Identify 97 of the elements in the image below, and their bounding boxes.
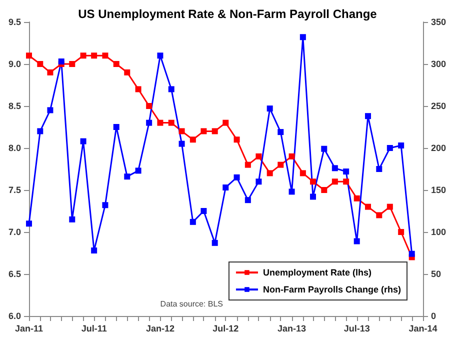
point [278, 129, 284, 136]
point [398, 142, 404, 148]
point [376, 212, 382, 218]
legend-label: Non-Farm Payrolls Change (rhs) [262, 284, 402, 294]
y2-tick-label: 250 [431, 101, 446, 111]
point [256, 153, 262, 160]
point [256, 178, 262, 185]
point [408, 250, 415, 257]
point [26, 220, 32, 227]
point [310, 178, 316, 185]
point [190, 218, 196, 225]
point [310, 194, 316, 200]
point [69, 61, 76, 67]
x-tick-label: Jan-14 [408, 324, 438, 334]
point [124, 69, 130, 76]
point [37, 61, 44, 67]
point [168, 120, 174, 126]
y2-tick-label: 150 [431, 185, 446, 195]
y2-tick-label: 200 [431, 143, 446, 153]
legend-label: Unemployment Rate (lhs) [262, 268, 372, 278]
point [58, 58, 64, 64]
point [398, 229, 404, 235]
point [300, 34, 306, 40]
x-tick-label: Jul-13 [344, 324, 370, 334]
x-tick-label: Jan-11 [14, 324, 44, 334]
point [386, 145, 393, 151]
point [288, 188, 295, 195]
x-tick-label: Jul-12 [212, 324, 239, 334]
point [234, 174, 240, 180]
point [91, 52, 98, 59]
point [146, 120, 152, 126]
y-tick-label: 8.5 [8, 101, 21, 111]
point [222, 184, 229, 190]
point [244, 197, 251, 204]
point [80, 138, 86, 144]
point [266, 170, 273, 176]
point [332, 178, 338, 185]
point [212, 240, 218, 246]
point [266, 106, 273, 112]
point [365, 113, 371, 120]
point [278, 162, 284, 168]
point [113, 61, 120, 67]
y-tick-label: 9.5 [8, 17, 21, 27]
y2-tick-label: 300 [431, 59, 446, 69]
y2-tick-label: 350 [431, 17, 446, 27]
point [288, 153, 295, 160]
point [146, 103, 152, 109]
point [135, 168, 142, 174]
y2-tick-label: 0 [431, 311, 436, 321]
point [91, 247, 98, 254]
point [37, 128, 44, 134]
point [234, 136, 240, 143]
y2-tick-label: 100 [431, 227, 446, 237]
point [200, 128, 207, 134]
point [343, 178, 350, 185]
x-tick-label: Jul-11 [81, 324, 107, 334]
point [200, 208, 207, 214]
point [102, 202, 108, 208]
point [47, 107, 54, 114]
point [135, 86, 142, 92]
point [321, 187, 328, 193]
point [354, 195, 360, 202]
y-tick-label: 6.5 [8, 269, 21, 279]
y-tick-label: 6.0 [8, 311, 21, 321]
point [212, 128, 218, 134]
point [300, 170, 306, 176]
y-tick-label: 7.5 [8, 185, 21, 195]
x-tick-label: Jan-12 [146, 324, 174, 334]
point [168, 86, 174, 92]
point [343, 168, 350, 175]
x-tick-label: Jan-13 [278, 324, 306, 334]
annotation: Data source: BLS [160, 300, 224, 308]
point [47, 69, 54, 76]
point [113, 124, 120, 130]
point [244, 162, 251, 168]
point [157, 120, 164, 126]
point [332, 165, 338, 172]
y-tick-label: 8.0 [8, 143, 21, 153]
y-tick-label: 9.0 [8, 59, 21, 69]
point [321, 146, 328, 152]
point [69, 216, 76, 222]
point [124, 174, 130, 180]
point [102, 52, 108, 59]
y2-tick-label: 50 [431, 269, 442, 279]
point [157, 52, 164, 59]
point [354, 238, 360, 244]
point [365, 204, 371, 210]
point [178, 128, 185, 134]
y-tick-label: 7.0 [8, 227, 21, 237]
point [80, 52, 86, 59]
point [222, 120, 229, 126]
chart-title: US Unemployment Rate & Non-Farm Payroll Change [78, 7, 378, 21]
point [178, 140, 185, 147]
point [26, 52, 32, 59]
point [386, 204, 393, 210]
point [376, 166, 382, 172]
point [190, 136, 196, 143]
